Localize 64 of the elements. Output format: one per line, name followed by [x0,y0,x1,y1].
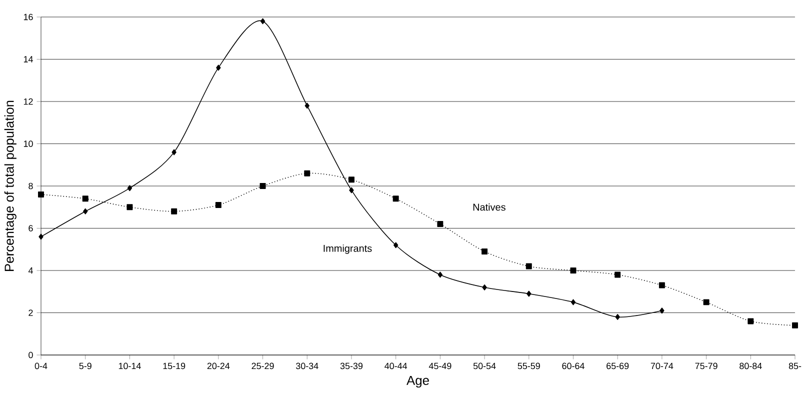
point [792,322,798,328]
point [614,272,621,278]
y-tick-label: 16 [24,14,33,20]
x-tick-label: 20-24 [207,362,230,370]
point [570,299,576,306]
x-tick-label: 75-79 [695,362,718,370]
point [438,272,443,278]
point [171,208,178,214]
point [216,64,221,71]
point [392,196,399,202]
x-tick-label: 10-14 [118,362,141,370]
y-axis-title: Percentage of total population [4,100,16,271]
x-tick-label: 15-19 [163,362,186,370]
point [304,102,310,109]
x-axis-title: Age [406,376,429,388]
x-tick-label: 5-9 [79,362,92,370]
point [349,187,354,194]
point [526,263,532,270]
point [570,268,576,274]
y-tick-label: 14 [24,56,33,62]
y-tick-label: 6 [28,225,33,232]
point [260,183,266,189]
point [304,170,310,176]
x-tick-label: 85- [788,362,802,370]
point [482,248,488,254]
x-tick-label: 50-54 [473,362,496,370]
point [748,318,754,324]
point [38,191,44,198]
point [38,234,44,240]
y-tick-label: 10 [24,140,33,147]
point [82,196,88,202]
x-tick-label: 25-29 [252,362,274,370]
x-tick-label: 0-4 [34,362,48,370]
y-tick-label: 2 [28,310,33,316]
x-tick-label: 40-44 [384,362,408,370]
series-label: Immigrants [324,244,372,254]
x-tick-label: 55-59 [518,362,540,370]
x-tick-label: 70-74 [650,362,674,370]
x-tick-label: 30-34 [296,362,318,370]
point [126,204,133,210]
point [482,284,487,290]
point [526,290,532,297]
x-tick-label: 35-39 [340,362,363,370]
x-tick-label: 80-84 [740,362,762,370]
point [703,299,710,306]
x-tick-label: 60-64 [562,362,584,370]
point [260,18,266,24]
x-tick-label: 65-69 [606,362,629,370]
y-tick-label: 12 [24,98,33,105]
y-tick-label: 4 [28,267,33,274]
point [393,242,398,248]
point [215,202,222,208]
y-tick-label: 0 [28,352,33,358]
point [172,149,176,156]
point [660,308,664,314]
point [127,185,132,192]
x-tick-label: 45-49 [428,362,452,370]
y-tick-label: 8 [28,182,33,190]
point [83,208,88,214]
point [615,314,620,320]
point [348,176,354,183]
point [658,282,665,288]
point [437,221,444,228]
text: Natives [473,203,506,211]
